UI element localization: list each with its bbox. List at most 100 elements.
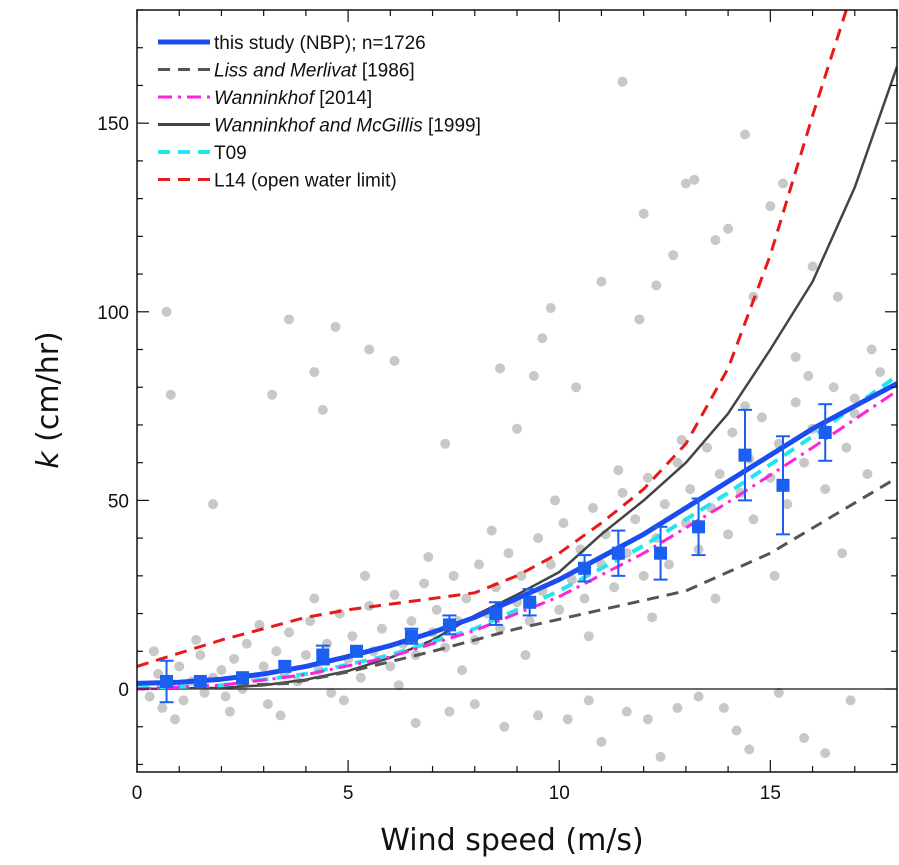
scatter-point [845,695,856,706]
scatter-point [486,525,497,536]
scatter-point [634,314,645,325]
scatter-point [216,665,227,676]
legend-label-w14: Wanninkhof [2014] [214,88,372,109]
bin-mean-marker [316,648,330,662]
legend-label-name: this study (NBP); n=1726 [214,33,426,54]
bin-mean-marker [160,674,174,688]
scatter-point [406,616,417,627]
scatter-point [638,208,649,219]
x-tick-label: 10 [549,783,570,804]
scatter-point [617,76,628,87]
y-axis-label: k (cm/hr) [31,331,66,469]
scatter-point [740,401,750,412]
scatter-point [588,502,598,513]
scatter-point [723,529,734,540]
scatter-point [178,695,189,706]
scatter-point [790,397,801,408]
scatter-point [849,393,860,404]
scatter-point [693,691,704,702]
scatter-point [828,382,839,393]
bin-mean-marker [350,644,364,658]
scatter-point [718,702,729,713]
scatter-point [638,570,649,581]
scatter-point [431,604,442,615]
scatter-point [224,706,235,717]
scatter-point [161,306,172,317]
legend-label-this_study: this study (NBP); n=1726 [214,33,426,54]
tick-marks [136,9,898,772]
scatter-point [642,472,653,483]
y-axis-label-unit: (cm/hr) [31,331,66,451]
legend-label-lm86: Liss and Merlivat [1986] [214,61,415,82]
scatter-point [782,499,793,510]
bin-mean-marker [578,561,592,575]
scatter-point [385,661,396,672]
scatter-point [723,223,734,234]
scatter-point [659,499,670,510]
scatter-point [469,699,480,710]
scatter-point [621,706,632,717]
curve-this_study [137,381,897,686]
scatter-point [545,303,556,314]
scatter-point [790,352,801,363]
scatter-point [170,714,180,725]
legend-label-name: L14 (open water limit) [214,171,397,192]
legend-label-name: Wanninkhof [214,88,316,109]
scatter-point [512,423,522,434]
scatter-point [262,699,273,710]
scatter-point [799,733,810,744]
bin-mean-marker [611,546,625,560]
scatter-point [326,687,337,698]
scatter-point [305,616,316,627]
scatter-point [571,382,582,393]
scatter-point [609,582,620,593]
scatter-point [714,468,725,479]
bin-mean-marker [738,448,752,462]
binned-means [159,403,833,704]
y-tick-label: 100 [97,303,129,324]
scatter-point [748,514,759,525]
bin-mean-marker [654,546,668,560]
scatter-point [799,457,810,468]
x-axis-label: Wind speed (m/s) [380,823,643,858]
scatter-point [765,201,776,212]
scatter-point [562,714,573,725]
scatter-point [672,457,683,468]
y-tick-label: 50 [108,491,129,512]
scatter-point [676,435,687,446]
scatter-point [389,589,400,600]
x-tick-label: 15 [760,783,781,804]
scatter-point [554,604,565,615]
scatter-point [803,370,814,381]
scatter-point [338,695,349,706]
scatter-point [545,559,556,570]
scatter-point [258,661,269,672]
scatter-point [651,280,662,291]
scatter-point [537,333,548,344]
scatter-point [617,487,628,498]
legend-label-t09: T09 [214,143,247,164]
scatter-point [284,627,294,638]
scatter-point [423,551,434,562]
scatter-point [668,250,679,261]
scatter-point [144,691,155,702]
scatter-point [317,404,328,415]
scatter-point [309,593,320,604]
scatter-point [355,672,366,683]
bin-mean-marker [818,425,832,439]
scatter-point [583,631,594,642]
legend-label-wm99: Wanninkhof and McGillis [1999] [214,116,481,137]
scatter-point [448,570,459,581]
bin-mean-marker [776,478,790,492]
legend-label-name: T09 [214,143,247,164]
scatter-point [837,548,848,559]
legend-label-year: [1986] [357,61,415,82]
scatter-point [444,706,455,717]
y-tick-label: 150 [97,114,129,135]
scatter-point [832,291,843,302]
scatter-point [596,736,607,747]
scatter-point [410,717,421,728]
scatter-point [875,367,886,378]
